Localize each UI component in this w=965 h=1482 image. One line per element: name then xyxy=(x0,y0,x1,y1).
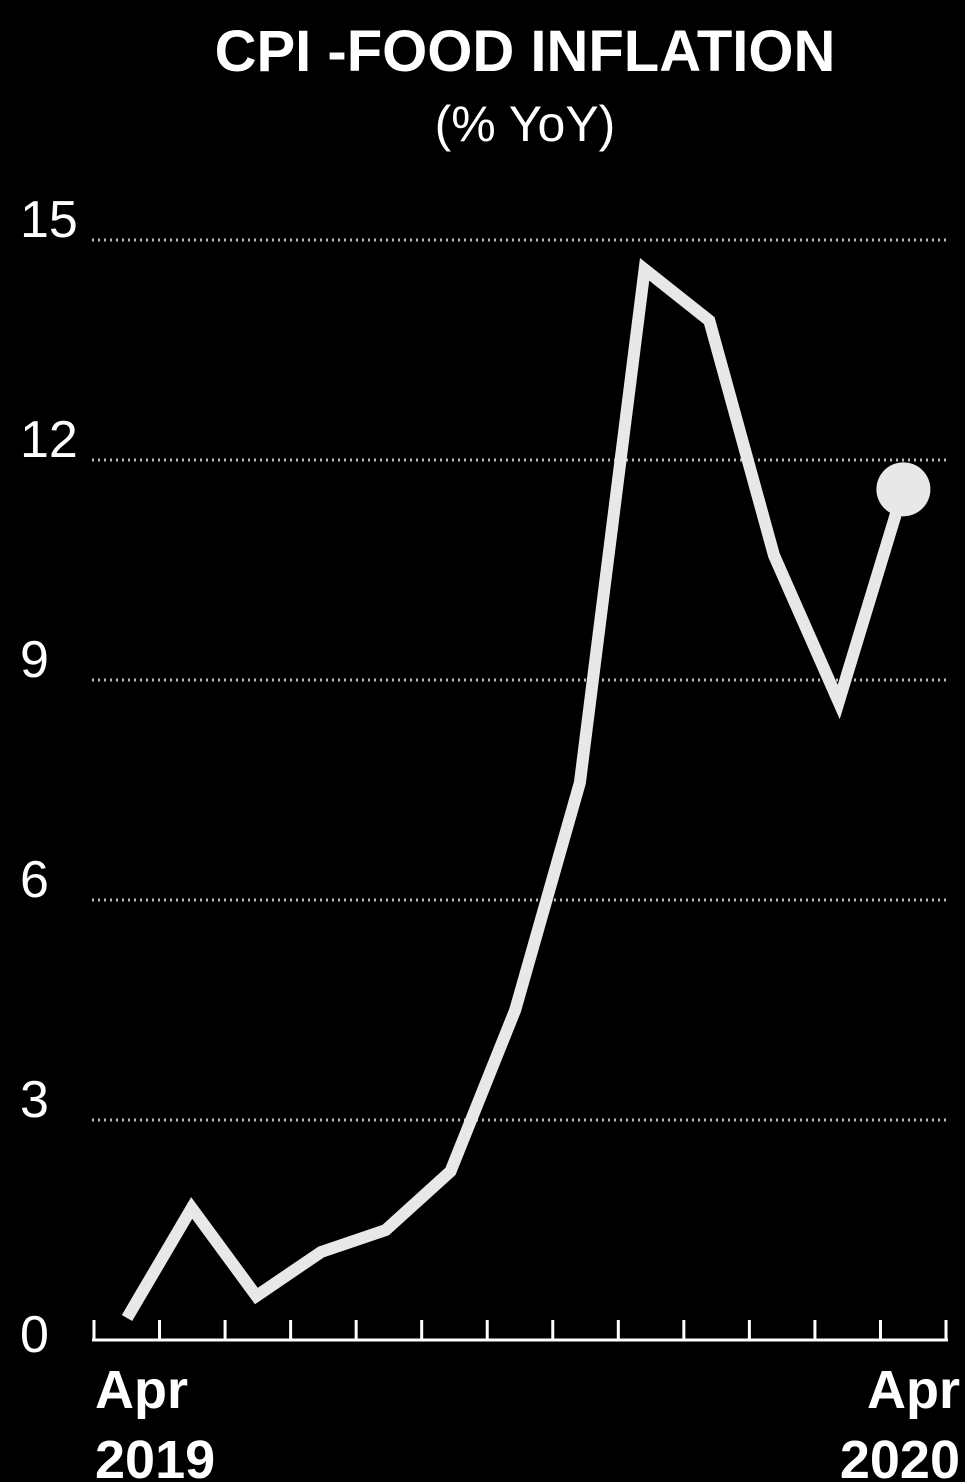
y-tick-label: 12 xyxy=(20,411,78,469)
series-line xyxy=(121,258,910,1322)
y-tick-label: 9 xyxy=(20,631,49,689)
y-tick-label: 15 xyxy=(20,191,78,249)
y-tick-label: 3 xyxy=(20,1071,49,1129)
x-label-year: 2019 xyxy=(95,1430,215,1482)
y-tick-label: 6 xyxy=(20,851,49,909)
last-data-point xyxy=(876,462,931,517)
chart-subtitle: (% YoY) xyxy=(434,96,616,152)
x-label-month: Apr xyxy=(867,1360,960,1420)
x-label-year: 2020 xyxy=(840,1430,960,1482)
y-tick-label: 0 xyxy=(20,1306,49,1364)
x-label-month: Apr xyxy=(95,1360,188,1420)
chart-title: CPI -FOOD INFLATION xyxy=(214,19,836,84)
